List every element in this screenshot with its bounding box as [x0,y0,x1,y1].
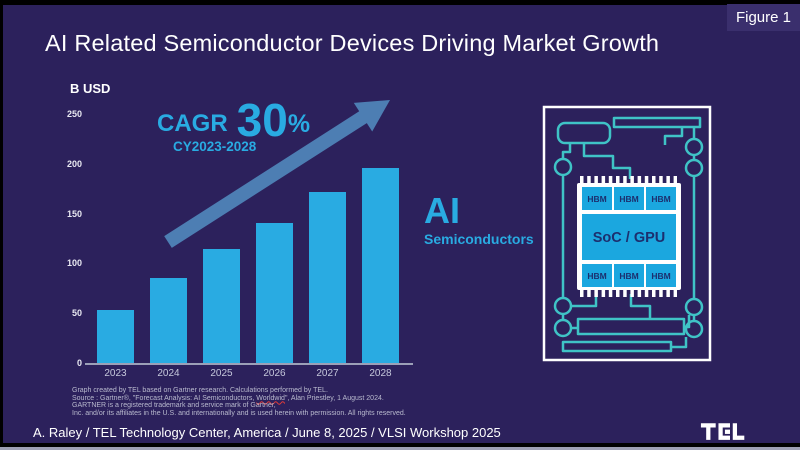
cagr-annotation: CAGR 30 % [157,97,310,143]
bar-2026 [256,222,293,363]
x-axis-label: 2023 [104,368,127,379]
footnote-source-post: ", Alan Priestley, 1 August 2024. [284,394,384,402]
footnote-source-pre: Source : Gartner®, "Forecast Analysis: A… [72,394,257,402]
x-axis-label: 2025 [210,368,233,379]
footnote-line-2: Source : Gartner®, "Forecast Analysis: A… [72,395,406,403]
hbm-block [582,264,612,287]
soc-gpu-label: SoC / GPU [593,230,666,246]
bar-2023 [97,310,134,363]
hbm-label: HBM [587,271,606,281]
hbm-label: HBM [651,194,670,204]
bar-2024 [150,278,187,363]
footnote-line-3: GARTNER is a registered trademark and se… [72,402,276,410]
y-axis-tick: 0 [76,358,82,368]
hbm-block [582,187,612,210]
hbm-label: HBM [587,194,606,204]
y-axis-tick: 250 [66,109,82,119]
x-axis-line [85,363,413,365]
bar-2028 [362,167,399,363]
x-axis-label: 2028 [369,368,392,379]
y-axis-tick: 200 [66,158,82,169]
hbm-block [614,187,644,210]
hbm-label: HBM [651,271,670,281]
hbm-label: HBM [619,194,638,204]
footnote-misspelled-word: Worldwid [256,394,285,402]
bar-chart: 0 50 100 150 200 250 2023 2024 2025 2026 2027 2028 [60,109,420,390]
series-label-ai: AI [424,190,460,231]
hbm-label: HBM [619,271,638,281]
cagr-period: CY2023-2028 [173,139,257,154]
board-outline [542,105,712,362]
source-footnotes: Graph created by TEL based on Gartner re… [72,387,406,418]
cagr-value: 30 [236,94,288,146]
y-axis-title: B USD [70,81,111,96]
bottom-edge [0,447,800,450]
y-axis-tick: 150 [66,208,82,219]
circuit-traces [553,116,704,353]
x-axis-label: 2027 [316,368,339,379]
series-label-semiconductors: Semiconductors [424,231,534,247]
y-axis-tick: 50 [71,308,82,319]
soc-gpu-block [582,214,676,260]
hbm-block [646,264,676,287]
bar-2027 [309,191,346,363]
cagr-percent-sign: % [287,110,311,138]
soc-package: HBM HBM HBM SoC / GPU HBM HBM HBM [577,176,681,297]
figure-label: Figure 1 [727,4,800,31]
hbm-block [614,264,644,287]
x-axis-label: 2024 [157,368,180,379]
hbm-block [646,187,676,210]
footnote-line-1: Graph created by TEL based on Gartner re… [72,387,328,394]
page-title: AI Related Semiconductor Devices Driving… [45,30,660,56]
x-axis-label: 2026 [263,368,286,379]
tel-logo [700,423,745,440]
growth-arrow-icon [164,100,390,248]
bar-2025 [203,249,240,363]
cagr-label: CAGR [157,110,228,137]
y-axis-tick: 100 [66,258,82,269]
chip-diagram: HBM HBM HBM SoC / GPU HBM HBM HBM [542,105,712,362]
credit-line: A. Raley / TEL Technology Center, Americ… [33,425,501,440]
footnote-line-4: Inc. and/or its affiliates in the U.S. a… [72,410,406,418]
